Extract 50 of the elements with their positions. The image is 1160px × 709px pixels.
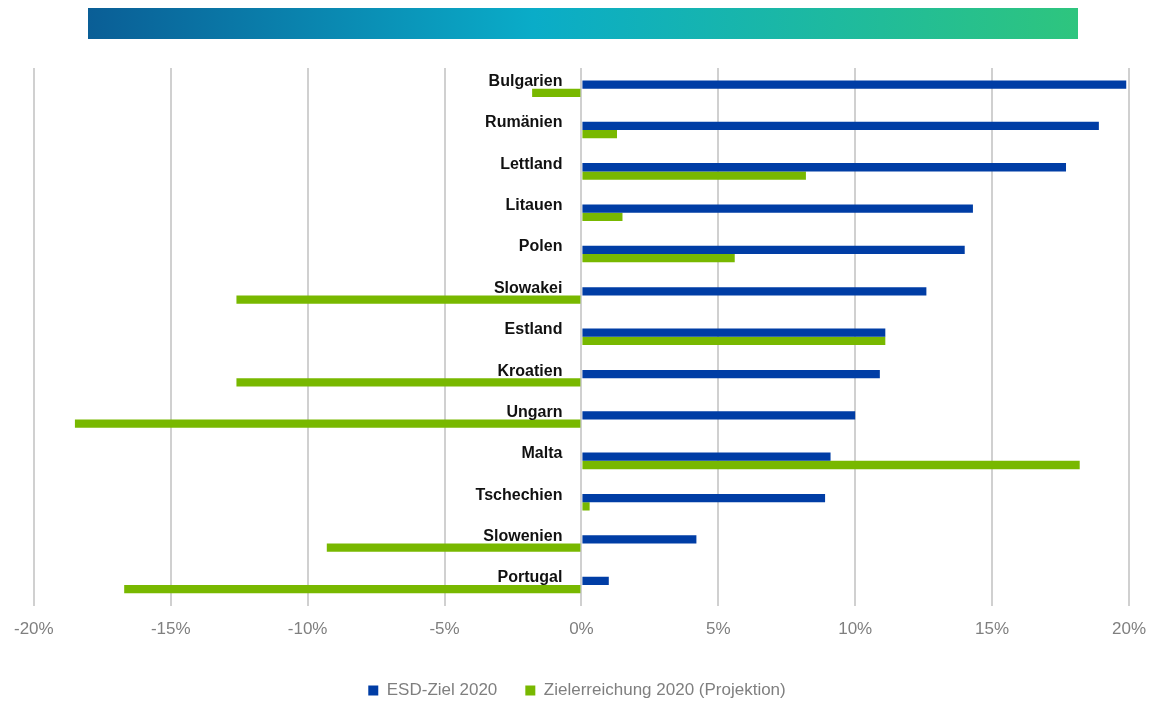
x-tick-label: -5%	[429, 619, 460, 639]
bar	[326, 543, 581, 552]
legend-label: Zielerreichung 2020 (Projektion)	[543, 680, 786, 700]
y-tick-label: Bulgarien	[488, 72, 563, 90]
bar	[582, 212, 623, 222]
y-tick-label: Kroatien	[497, 361, 563, 379]
bar	[124, 584, 581, 594]
bar	[582, 130, 618, 139]
bar	[582, 452, 831, 461]
bar	[582, 163, 1067, 172]
x-tick-label: 15%	[975, 619, 1010, 639]
bar	[582, 535, 697, 544]
x-tick-label: -20%	[14, 619, 54, 639]
bar	[582, 576, 609, 585]
y-tick-label: Slowakei	[493, 278, 563, 296]
y-tick-label: Tschechien	[475, 485, 563, 503]
y-tick-label: Malta	[521, 444, 563, 462]
bar	[582, 254, 735, 263]
bar	[582, 204, 973, 213]
y-tick-label: Lettland	[500, 154, 563, 172]
x-tick-label: 5%	[706, 619, 731, 639]
x-tick-label: 0%	[569, 619, 594, 639]
bar	[582, 336, 886, 346]
bar	[582, 460, 1080, 470]
bar	[582, 502, 590, 511]
x-tick-label: -10%	[287, 619, 328, 639]
bar	[582, 493, 826, 503]
y-tick-label: Portugal	[497, 568, 563, 586]
y-tick-label: Slowenien	[483, 526, 563, 544]
bar	[582, 121, 1099, 131]
bar	[582, 80, 1127, 89]
bar	[582, 369, 880, 379]
x-tick-label: 20%	[1111, 619, 1146, 639]
bar	[236, 378, 581, 387]
bar	[74, 419, 581, 428]
bar	[582, 411, 856, 420]
y-tick-label: Ungarn	[506, 402, 563, 420]
bar	[582, 287, 927, 296]
bar	[582, 245, 965, 255]
bar	[582, 328, 886, 337]
y-tick-label: Polen	[518, 237, 563, 255]
bar	[236, 295, 581, 304]
legend-label: ESD-Ziel 2020	[386, 680, 498, 700]
y-tick-label: Litauen	[505, 196, 563, 214]
y-tick-label: Rumänien	[485, 113, 563, 131]
x-tick-label: -15%	[150, 619, 191, 639]
y-tick-label: Estland	[504, 320, 563, 338]
bar	[582, 171, 806, 180]
x-tick-label: 10%	[838, 619, 873, 639]
bar	[532, 88, 581, 97]
